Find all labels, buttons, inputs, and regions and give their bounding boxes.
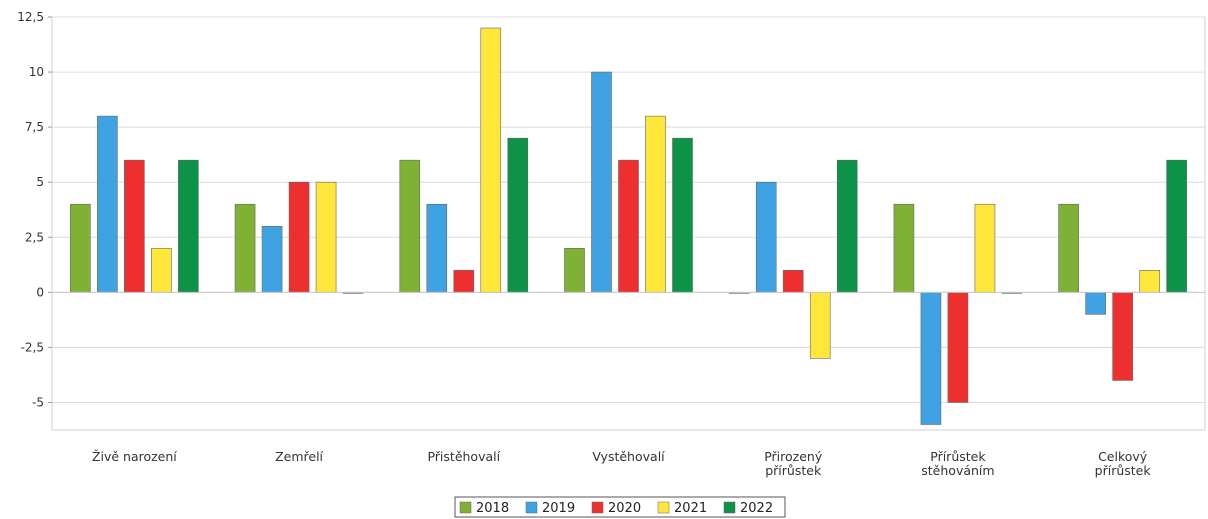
bar-2022 — [672, 137, 693, 293]
bar-2021 — [974, 203, 996, 293]
bar-2022 — [507, 137, 529, 293]
legend-label: 2018 — [476, 501, 509, 516]
bars — [70, 27, 1187, 425]
x-tick-label: Zemřelí — [275, 449, 323, 464]
legend-label: 2020 — [608, 501, 641, 516]
legend-label: 2022 — [740, 501, 773, 516]
bar-2019 — [261, 225, 283, 293]
bar-2019 — [755, 181, 777, 293]
bar-2019 — [1085, 292, 1106, 315]
legend-label: 2021 — [674, 501, 707, 516]
x-tick-label: Živě narození — [92, 449, 177, 464]
bar-2018 — [399, 159, 421, 293]
bar-2021 — [1139, 270, 1160, 293]
bar-2020 — [124, 159, 145, 293]
legend-swatch — [459, 501, 472, 514]
legend: 2018 2019 2020 2021 2022 — [454, 496, 786, 518]
bar-2021 — [315, 181, 337, 293]
x-axis: Živě narození Zemřelí Přistěhovalí Vystěhov… — [92, 449, 1151, 478]
legend-label: 2019 — [542, 501, 575, 516]
x-tick-label: Celkový přírůstek — [1095, 449, 1152, 478]
bar-2021 — [151, 247, 172, 293]
bar-2020 — [947, 292, 969, 403]
x-tick-label: Přirozený přírůstek — [764, 449, 823, 478]
bar-2022 — [178, 159, 199, 293]
legend-swatch — [723, 501, 736, 514]
bar-2021 — [809, 292, 831, 359]
y-axis: 12,5 10 7,5 5 2,5 0 -2,5 -5 — [17, 10, 52, 409]
bar-2018 — [564, 247, 585, 293]
bar-2020 — [782, 270, 804, 293]
y-tick-label: 0 — [36, 285, 44, 299]
y-tick-label: -5 — [32, 395, 44, 409]
legend-swatch — [525, 501, 538, 514]
bar-2021 — [645, 115, 666, 293]
bar-2018 — [234, 203, 256, 293]
y-tick-label: 2,5 — [25, 230, 44, 244]
legend-swatch — [657, 501, 670, 514]
y-tick-label: 10 — [29, 65, 44, 79]
bar-2018 — [70, 203, 91, 293]
bar-2018 — [1058, 203, 1079, 293]
y-tick-label: 5 — [36, 175, 44, 189]
bar-2021 — [480, 27, 502, 293]
x-tick-label: Přistěhovalí — [427, 449, 500, 464]
bar-2019 — [97, 115, 118, 293]
bar-2020 — [618, 159, 639, 293]
bar-2019 — [920, 292, 942, 425]
bar-2020 — [453, 270, 475, 293]
bar-2019 — [591, 71, 612, 293]
legend-box — [454, 496, 786, 518]
bar-2020 — [1112, 292, 1133, 381]
x-tick-label: Přírůstek stěhováním — [921, 449, 994, 478]
bar-2022 — [836, 159, 858, 293]
bar-2022 — [1166, 159, 1187, 293]
bar-2019 — [426, 203, 448, 293]
bar-2018 — [893, 203, 915, 293]
y-tick-label: 7,5 — [25, 120, 44, 134]
x-tick-label: Vystěhovalí — [592, 449, 665, 464]
legend-swatch — [591, 501, 604, 514]
y-tick-label: 12,5 — [17, 10, 44, 24]
y-tick-label: -2,5 — [21, 340, 44, 354]
bar-2020 — [288, 181, 310, 293]
